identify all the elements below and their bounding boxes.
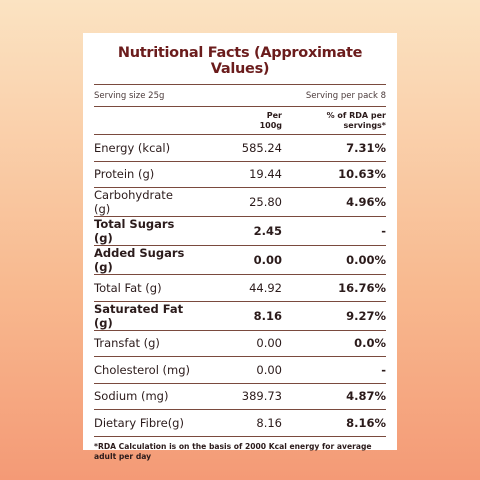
rda-percent: 8.16% <box>282 409 386 437</box>
nutrient-row: Total Sugars (g) 2.45- <box>94 216 386 247</box>
per-100g: 0.00 <box>192 330 282 358</box>
nutrient-row: Dietary Fibre(g) 8.16 8.16% <box>94 409 386 437</box>
nutrient-label: Protein (g) <box>94 161 192 189</box>
nutrient-label: Sodium (mg) <box>94 383 192 411</box>
nutrient-label: Cholesterol (mg) <box>94 356 192 384</box>
nutrition-card: Nutritional Facts (Approximate Values) S… <box>83 33 397 461</box>
column-header: % of RDA per servings* <box>326 111 386 130</box>
nutrient-label: Total Sugars (g) <box>94 216 192 247</box>
serving-per-pack: Serving per pack 8 <box>305 91 386 101</box>
nutrient-row: Protein (g) 19.44 10.63% <box>94 161 386 189</box>
title: Nutritional Facts (Approximate Values) <box>94 45 386 85</box>
per-100g: 25.80 <box>192 187 282 218</box>
per-100g: 8.16 <box>192 409 282 437</box>
rda-percent: 0.00% <box>282 245 386 276</box>
rda-percent: 10.63% <box>282 161 386 189</box>
nutrient-row: Transfat (g) 0.00 0.0% <box>94 330 386 358</box>
nutrition-table: Per 100g % of RDA per servings* Energy (… <box>94 107 386 437</box>
nutrient-row: Sodium (mg) 389.73 4.87% <box>94 383 386 411</box>
per-100g: 0.00 <box>192 245 282 276</box>
rda-percent: 16.76% <box>282 274 386 302</box>
nutrient-label: Added Sugars (g) <box>94 245 192 276</box>
nutrient-label: Dietary Fibre(g) <box>94 409 192 437</box>
nutrient-label: Transfat (g) <box>94 330 192 358</box>
nutrient-row: Cholesterol (mg) 0.00- <box>94 356 386 384</box>
rda-percent: 9.27% <box>282 301 386 331</box>
nutrient-row: Added Sugars (g) 0.00 0.00% <box>94 245 386 276</box>
nutrient-row: Total Fat (g) 44.92 16.76% <box>94 274 386 302</box>
nutrient-row: Energy (kcal) 585.24 7.31% <box>94 134 386 162</box>
per-100g: 44.92 <box>192 274 282 302</box>
nutrient-row: Carbohydrate (g) 25.80 4.96% <box>94 187 386 218</box>
footnote: *RDA Calculation is on the basis of 2000… <box>94 441 372 461</box>
per-100g: 8.16 <box>192 301 282 331</box>
rda-percent: 4.96% <box>282 187 386 218</box>
rda-percent: - <box>282 216 386 247</box>
header-row: Per 100g % of RDA per servings* <box>94 107 386 136</box>
rda-percent: 4.87% <box>282 383 386 411</box>
serving-size: Serving size 25g <box>94 91 165 101</box>
rda-percent: - <box>282 356 386 384</box>
per-100g: 389.73 <box>192 383 282 411</box>
rda-percent: 7.31% <box>282 134 386 162</box>
column-header: Per 100g <box>259 111 282 130</box>
rda-percent: 0.0% <box>282 330 386 358</box>
nutrient-label: Total Fat (g) <box>94 274 192 302</box>
per-100g: 2.45 <box>192 216 282 247</box>
nutrient-label: Saturated Fat (g) <box>94 301 192 331</box>
nutrient-row: Saturated Fat (g) 8.16 9.27% <box>94 301 386 331</box>
per-100g: 0.00 <box>192 356 282 384</box>
per-100g: 19.44 <box>192 161 282 189</box>
serving-row: Serving size 25g Serving per pack 8 <box>94 85 386 107</box>
nutrient-label: Carbohydrate (g) <box>94 187 192 218</box>
nutrient-label: Energy (kcal) <box>94 134 192 162</box>
per-100g: 585.24 <box>192 134 282 162</box>
